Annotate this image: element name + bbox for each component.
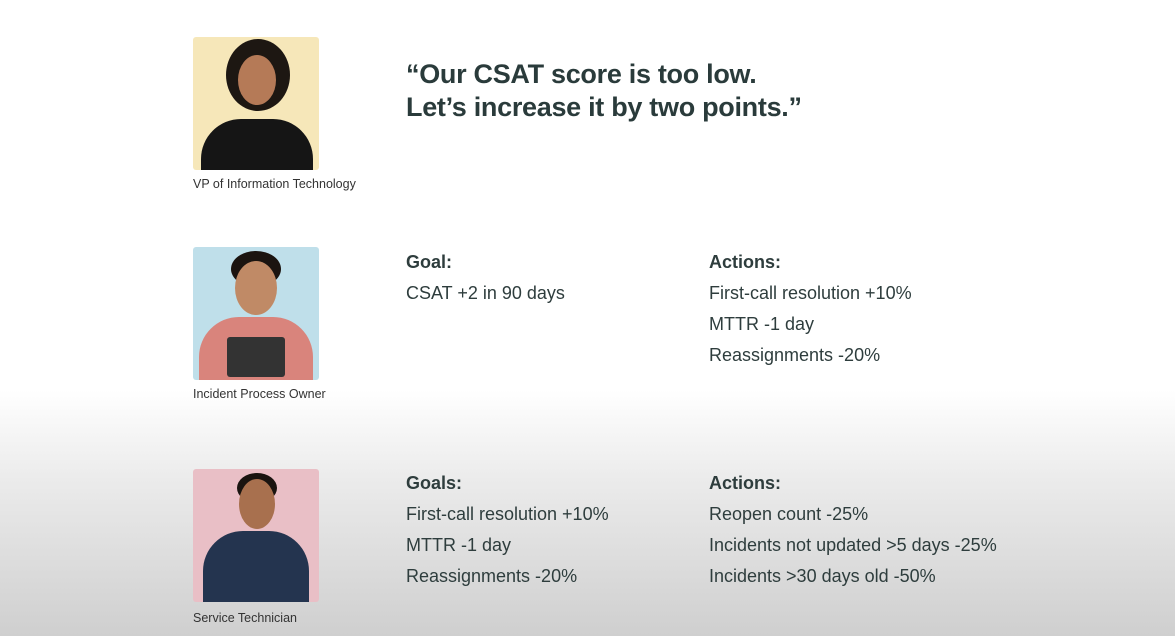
process-owner-actions: Actions: First-call resolution +10% MTTR… xyxy=(709,251,912,375)
goal-item: MTTR -1 day xyxy=(406,535,512,555)
technician-goals: Goals: First-call resolution +10% MTTR -… xyxy=(406,472,609,596)
actions-heading: Actions: xyxy=(709,252,781,272)
action-item: Incidents not updated >5 days -25% xyxy=(709,535,997,555)
actions-heading: Actions: xyxy=(709,473,781,493)
process-owner-photo xyxy=(193,247,319,380)
goal-item: CSAT +2 in 90 days xyxy=(406,283,565,303)
technician-photo xyxy=(193,469,319,602)
process-owner-goals: Goal: CSAT +2 in 90 days xyxy=(406,251,565,313)
technician-role: Service Technician xyxy=(193,611,297,625)
quote-line-1: “Our CSAT score is too low. xyxy=(406,59,757,89)
goals-heading: Goal: xyxy=(406,252,453,272)
quote-line-2: Let’s increase it by two points.” xyxy=(406,92,802,122)
action-item: Reopen count -25% xyxy=(709,504,869,524)
action-item: Incidents >30 days old -50% xyxy=(709,566,936,586)
action-item: First-call resolution +10% xyxy=(709,283,912,303)
goal-item: Reassignments -20% xyxy=(406,566,578,586)
quote: “Our CSAT score is too low. Let’s increa… xyxy=(406,58,802,124)
vp-role: VP of Information Technology xyxy=(193,177,356,191)
action-item: MTTR -1 day xyxy=(709,314,815,334)
technician-actions: Actions: Reopen count -25% Incidents not… xyxy=(709,472,997,596)
goals-heading: Goals: xyxy=(406,473,463,493)
action-item: Reassignments -20% xyxy=(709,345,881,365)
process-owner-role: Incident Process Owner xyxy=(193,387,326,401)
goal-item: First-call resolution +10% xyxy=(406,504,609,524)
vp-photo xyxy=(193,37,319,170)
